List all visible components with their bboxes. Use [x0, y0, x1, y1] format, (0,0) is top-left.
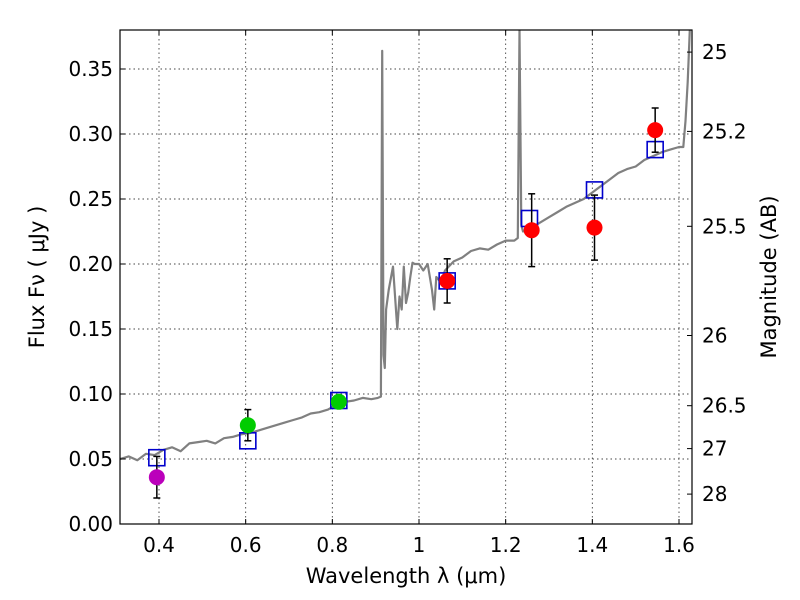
x-axis-label: Wavelength λ (μm): [306, 564, 507, 588]
y-tick-label: 0.20: [68, 252, 113, 276]
x-tick-label: 0.6: [230, 533, 262, 557]
x-tick-label: 0.4: [143, 533, 175, 557]
observed-point: [647, 122, 664, 139]
right-tick-label: 25.2: [702, 119, 747, 143]
y-tick-label: 0.05: [68, 447, 113, 471]
spectrum-line: [120, 30, 691, 462]
x-tick-label: 0.8: [316, 533, 348, 557]
observed-point: [330, 393, 347, 410]
observed-point: [239, 417, 256, 434]
right-tick-label: 26: [702, 324, 727, 348]
y-tick-label: 0.10: [68, 382, 113, 406]
y-tick-label: 0.00: [68, 512, 113, 536]
x-tick-label: 1.6: [663, 533, 695, 557]
x-tick-label: 1: [413, 533, 426, 557]
y-axis-right-label: Magnitude (AB): [757, 195, 781, 358]
observed-point: [148, 469, 165, 486]
x-tick-label: 1.2: [490, 533, 522, 557]
observed-point: [586, 219, 603, 236]
grid-layer: [120, 30, 692, 525]
right-tick-label: 26.5: [702, 394, 747, 418]
right-tick-label: 28: [702, 482, 727, 506]
plot-frame: [119, 29, 693, 525]
right-tick-label: 25: [702, 40, 727, 64]
observed-point: [439, 272, 456, 289]
right-tick-label: 27: [702, 437, 727, 461]
y-tick-label: 0.35: [68, 57, 113, 81]
tick-layer: 0.4 0.6 0.8 1 1.2 1.4 1.6 0.00 0.05 0.10 0.15 0.20 0…: [68, 30, 747, 557]
observed-point: [523, 222, 540, 239]
right-tick-label: 25.5: [702, 214, 747, 238]
y-tick-label: 0.30: [68, 122, 113, 146]
y-tick-label: 0.15: [68, 317, 113, 341]
x-tick-label: 1.4: [576, 533, 608, 557]
y-axis-label: Flux Fν ( μJy ): [25, 206, 49, 349]
plot-layer: [120, 30, 691, 499]
y-tick-label: 0.25: [68, 187, 113, 211]
